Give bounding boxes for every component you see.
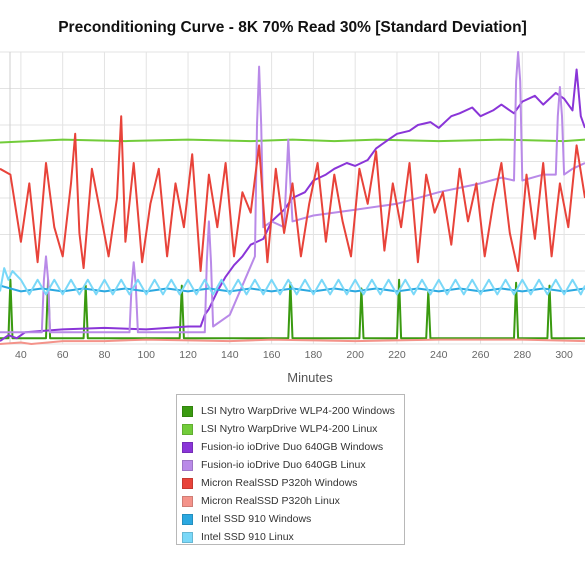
legend-item[interactable]: Intel SSD 910 Windows bbox=[177, 510, 404, 528]
series-line-5 bbox=[0, 115, 585, 272]
series-line-4 bbox=[0, 51, 585, 334]
legend-swatch bbox=[182, 441, 193, 453]
x-tick-label: 300 bbox=[555, 349, 573, 361]
legend-swatch bbox=[182, 423, 193, 435]
legend-label: LSI Nytro WarpDrive WLP4-200 Linux bbox=[201, 423, 378, 435]
x-tick-label: 240 bbox=[430, 349, 448, 361]
legend-item[interactable]: LSI Nytro WarpDrive WLP4-200 Linux bbox=[177, 420, 404, 438]
x-tick-label: 220 bbox=[388, 349, 406, 361]
x-tick-label: 180 bbox=[305, 349, 323, 361]
legend-label: LSI Nytro WarpDrive WLP4-200 Windows bbox=[201, 405, 395, 417]
legend-swatch bbox=[182, 495, 193, 507]
legend-label: Micron RealSSD P320h Windows bbox=[201, 477, 358, 489]
x-tick-label: 160 bbox=[263, 349, 281, 361]
legend-item[interactable]: Fusion-io ioDrive Duo 640GB Linux bbox=[177, 456, 404, 474]
chart-title: Preconditioning Curve - 8K 70% Read 30% … bbox=[58, 19, 527, 36]
x-tick-label: 200 bbox=[346, 349, 364, 361]
legend-item[interactable]: Micron RealSSD P320h Windows bbox=[177, 474, 404, 492]
legend-item[interactable]: Fusion-io ioDrive Duo 640GB Windows bbox=[177, 438, 404, 456]
legend: LSI Nytro WarpDrive WLP4-200 Windows LSI … bbox=[176, 394, 405, 545]
series-line-6 bbox=[0, 338, 585, 345]
series-line-2 bbox=[0, 138, 585, 144]
legend-swatch bbox=[182, 531, 193, 543]
x-tick-label: 120 bbox=[179, 349, 197, 361]
legend-label: Intel SSD 910 Linux bbox=[201, 531, 294, 543]
axis-layer: 40 60 80 100 120 140 160 180 200 220 240 260 280 300 bbox=[15, 349, 573, 361]
legend-item[interactable]: Intel SSD 910 Linux bbox=[177, 528, 404, 546]
x-axis-label: Minutes bbox=[287, 370, 333, 385]
legend-swatch bbox=[182, 477, 193, 489]
x-tick-label: 100 bbox=[137, 349, 155, 361]
legend-label: Fusion-io ioDrive Duo 640GB Linux bbox=[201, 459, 366, 471]
legend-swatch bbox=[182, 513, 193, 525]
x-tick-label: 260 bbox=[472, 349, 490, 361]
series-layer bbox=[0, 51, 585, 345]
x-tick-label: 140 bbox=[221, 349, 239, 361]
series-line-8 bbox=[0, 267, 585, 296]
legend-label: Fusion-io ioDrive Duo 640GB Windows bbox=[201, 441, 384, 453]
x-tick-label: 80 bbox=[99, 349, 111, 361]
x-tick-label: 280 bbox=[514, 349, 532, 361]
legend-swatch bbox=[182, 405, 193, 417]
legend-item[interactable]: LSI Nytro WarpDrive WLP4-200 Windows bbox=[177, 402, 404, 420]
legend-swatch bbox=[182, 459, 193, 471]
legend-label: Intel SSD 910 Windows bbox=[201, 513, 312, 525]
legend-item[interactable]: Micron RealSSD P320h Linux bbox=[177, 492, 404, 510]
x-tick-label: 40 bbox=[15, 349, 27, 361]
legend-label: Micron RealSSD P320h Linux bbox=[201, 495, 340, 507]
x-tick-label: 60 bbox=[57, 349, 69, 361]
